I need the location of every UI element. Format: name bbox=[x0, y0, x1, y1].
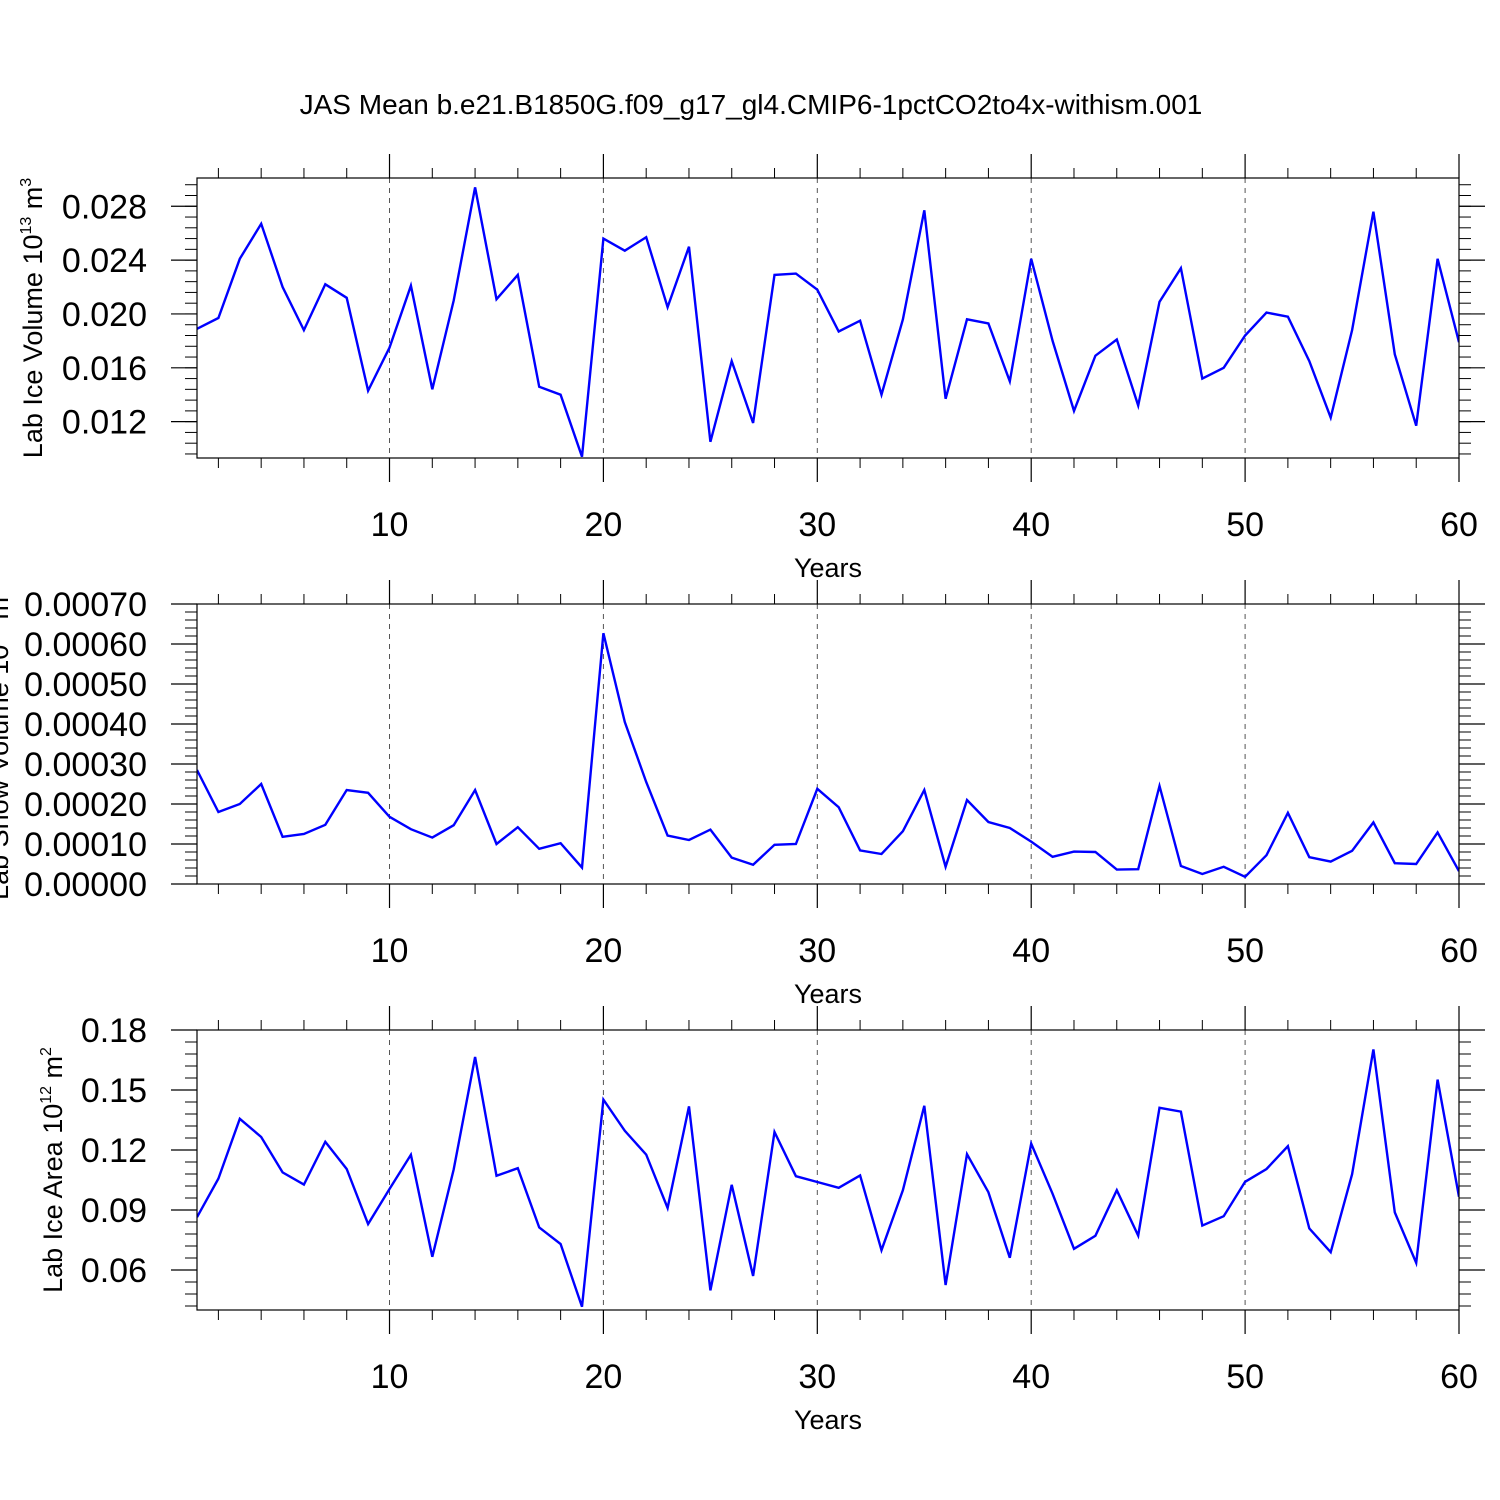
x-tick-label: 50 bbox=[1226, 932, 1264, 970]
y-tick-label: 0.012 bbox=[62, 404, 147, 442]
x-axis-label: Years bbox=[794, 1405, 862, 1435]
y-tick-label: 0.024 bbox=[62, 242, 147, 280]
y-tick-label: 0.020 bbox=[62, 296, 147, 334]
x-axis-label: Years bbox=[794, 979, 862, 1009]
panel-ice-area: 10 20 30 40 50 60 0.06 0.09 0.12 0.15 0.18 Years Lab… bbox=[38, 1006, 1485, 1435]
panel-ice-volume: 10 20 30 40 50 60 0.012 0.016 0.020 0.024 0.028 Yea… bbox=[18, 154, 1485, 583]
x-tick-label: 30 bbox=[798, 932, 836, 970]
x-tick-label: 50 bbox=[1226, 1358, 1264, 1396]
x-tick-label: 40 bbox=[1012, 506, 1050, 544]
x-tick-label: 20 bbox=[584, 506, 622, 544]
y-tick-label: 0.09 bbox=[81, 1192, 147, 1230]
x-tick-label: 40 bbox=[1012, 1358, 1050, 1396]
y-tick-label: 0.016 bbox=[62, 350, 147, 388]
y-tick-label: 0.00000 bbox=[24, 866, 147, 904]
series-line bbox=[197, 1049, 1459, 1308]
y-tick-label: 0.00030 bbox=[24, 746, 147, 784]
y-tick-label: 0.06 bbox=[81, 1252, 147, 1290]
x-tick-label: 50 bbox=[1226, 506, 1264, 544]
x-tick-label: 20 bbox=[584, 932, 622, 970]
y-tick-label: 0.00070 bbox=[24, 586, 147, 624]
y-tick-label: 0.00010 bbox=[24, 826, 147, 864]
series-line bbox=[197, 187, 1459, 458]
x-tick-label: 60 bbox=[1440, 932, 1478, 970]
y-tick-label: 0.18 bbox=[81, 1012, 147, 1050]
y-tick-label: 0.00060 bbox=[24, 626, 147, 664]
plot-frame bbox=[196, 1029, 1460, 1311]
x-tick-label: 60 bbox=[1440, 1358, 1478, 1396]
x-tick-label: 10 bbox=[371, 506, 409, 544]
series-line bbox=[197, 632, 1459, 879]
panel-snow-volume: 10 20 30 40 50 60 0.000000.000100.000200.00030… bbox=[0, 580, 1485, 1009]
y-tick-label: 0.028 bbox=[62, 188, 147, 226]
x-tick-label: 60 bbox=[1440, 506, 1478, 544]
y-tick-label: 0.00020 bbox=[24, 786, 147, 824]
x-tick-label: 10 bbox=[371, 1358, 409, 1396]
x-tick-label: 20 bbox=[584, 1358, 622, 1396]
x-tick-label: 10 bbox=[371, 932, 409, 970]
y-axis-label: Lab Snow Volume 1013 m3 bbox=[0, 588, 14, 900]
y-axis-label: Lab Ice Area 1012 m2 bbox=[38, 1047, 68, 1293]
plot-frame bbox=[196, 603, 1460, 885]
y-tick-label: 0.00040 bbox=[24, 706, 147, 744]
y-tick-label: 0.00050 bbox=[24, 666, 147, 704]
y-tick-label: 0.15 bbox=[81, 1072, 147, 1110]
x-axis-label: Years bbox=[794, 553, 862, 583]
plot-frame bbox=[196, 177, 1460, 459]
x-tick-label: 30 bbox=[798, 506, 836, 544]
x-tick-label: 40 bbox=[1012, 932, 1050, 970]
figure-title: JAS Mean b.e21.B1850G.f09_g17_gl4.CMIP6-… bbox=[300, 89, 1203, 120]
y-tick-label: 0.12 bbox=[81, 1132, 147, 1170]
y-axis-label: Lab Ice Volume 1013 m3 bbox=[18, 178, 48, 458]
x-tick-label: 30 bbox=[798, 1358, 836, 1396]
